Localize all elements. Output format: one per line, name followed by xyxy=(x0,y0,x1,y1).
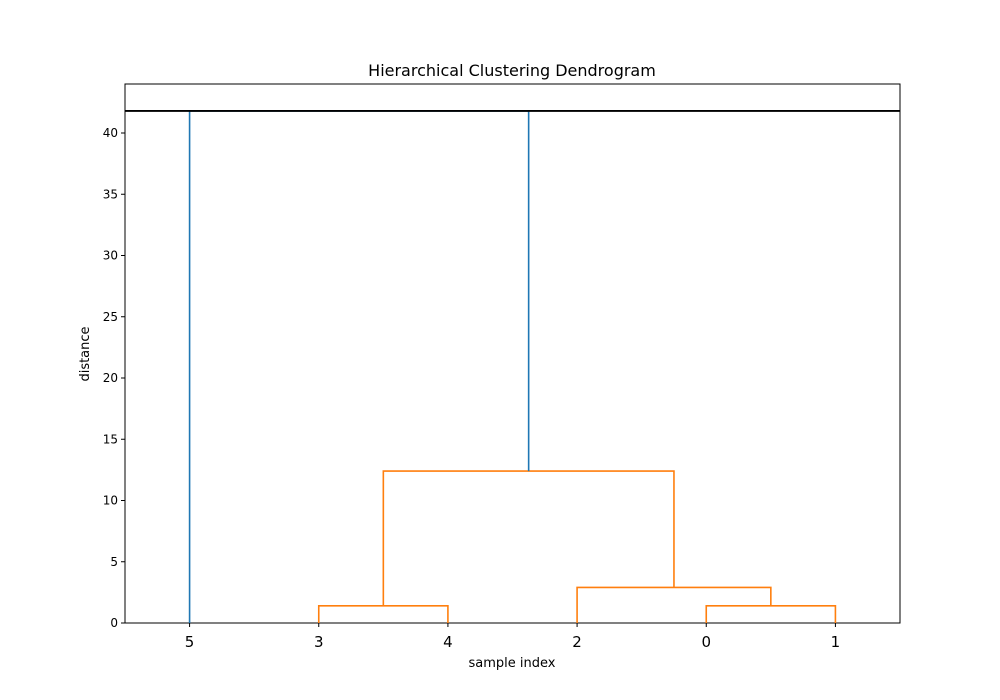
y-axis-label: distance xyxy=(78,326,93,381)
dendrogram-link xyxy=(382,470,675,606)
dendrogram-link xyxy=(705,605,837,623)
y-tick-label: 25 xyxy=(103,310,118,324)
y-tick-label: 35 xyxy=(103,187,118,201)
x-tick-label: 2 xyxy=(572,633,582,651)
y-tick-label: 20 xyxy=(103,371,118,385)
y-tick-label: 10 xyxy=(103,494,118,508)
x-tick-label: 3 xyxy=(314,633,324,651)
plot-frame xyxy=(124,83,901,624)
x-tick-label: 0 xyxy=(701,633,711,651)
y-tick-label: 5 xyxy=(110,555,118,569)
dendrogram-link xyxy=(188,110,530,623)
y-tick-label: 40 xyxy=(103,126,118,140)
x-tick-label: 4 xyxy=(443,633,453,651)
chart-title: Hierarchical Clustering Dendrogram xyxy=(368,61,656,80)
y-tick-label: 30 xyxy=(103,249,118,263)
x-tick-label: 1 xyxy=(831,633,841,651)
x-tick-label: 5 xyxy=(185,633,195,651)
x-axis-label: sample index xyxy=(469,656,556,671)
y-tick-label: 15 xyxy=(103,432,118,446)
y-tick-label: 0 xyxy=(110,616,118,630)
dendrogram-link xyxy=(317,605,449,623)
